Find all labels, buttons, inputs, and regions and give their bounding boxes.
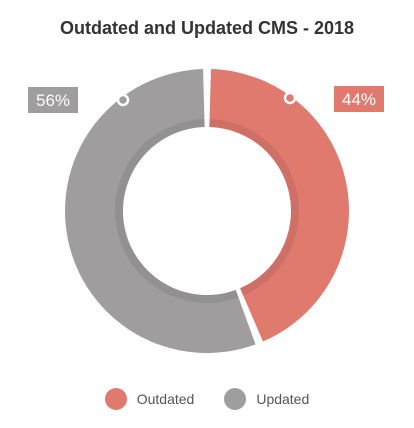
legend-label-updated: Updated (256, 391, 310, 407)
chart-title: Outdated and Updated CMS - 2018 (59, 18, 355, 38)
donut-chart: 44% 56% (28, 69, 384, 354)
callout-dot-outdated (283, 91, 297, 105)
data-label-updated: 56% (36, 91, 70, 110)
data-label-outdated: 44% (342, 90, 376, 109)
slice-shadow-outdated (209, 119, 299, 296)
slice-updated[interactable] (64, 69, 256, 354)
data-label-box-outdated (334, 86, 384, 112)
legend-label-outdated: Outdated (136, 391, 195, 407)
legend-swatch-updated (224, 388, 247, 410)
data-label-box-updated (28, 87, 78, 113)
legend-item-updated[interactable]: Updated (224, 388, 309, 410)
legend-item-outdated[interactable]: Outdated (104, 388, 195, 410)
legend: Outdated Updated (0, 388, 414, 410)
callout-dot-updated (116, 93, 130, 107)
legend-swatch-outdated (104, 388, 127, 410)
slice-outdated[interactable] (209, 69, 349, 342)
